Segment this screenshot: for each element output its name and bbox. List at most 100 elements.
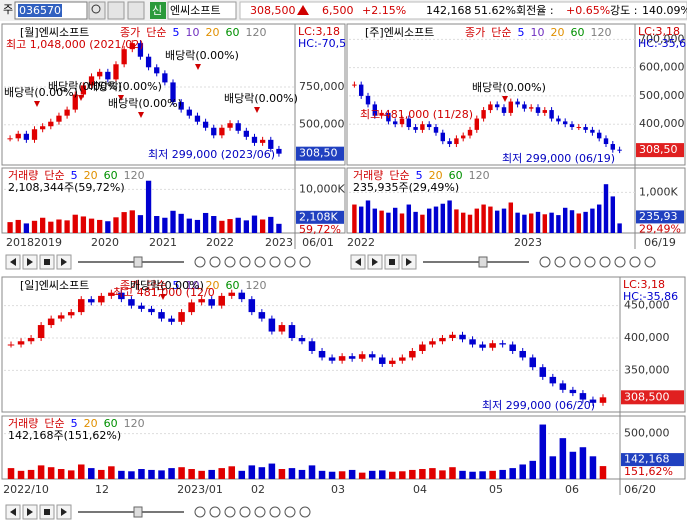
tool-icon[interactable]: [299, 256, 311, 268]
candle: [148, 308, 155, 313]
tool-icon[interactable]: [629, 256, 641, 268]
volume-bar: [118, 470, 125, 479]
hc-label: HC:-70,5: [298, 37, 346, 50]
volume-bar: [15, 219, 21, 233]
tool-icon[interactable]: [254, 256, 266, 268]
tool-icon[interactable]: [224, 256, 236, 268]
low-label: 최저 299,000 (06/20): [482, 399, 595, 412]
tool-icon[interactable]: [284, 506, 296, 518]
volume-bar: [569, 210, 575, 233]
volume-bar: [358, 206, 364, 233]
volume-legend-item: 20: [429, 169, 443, 182]
sound-button[interactable]: [107, 1, 125, 20]
tool-icon[interactable]: [539, 256, 551, 268]
candle: [258, 312, 266, 319]
volume-bar: [23, 223, 30, 233]
volume-bar: [549, 212, 554, 233]
nav-icon: [10, 508, 16, 516]
candle: [188, 302, 195, 313]
volume-bar: [258, 467, 266, 479]
nav-thumb[interactable]: [133, 506, 143, 518]
candle: [509, 344, 516, 351]
candle: [590, 129, 595, 133]
tool-icon[interactable]: [209, 506, 221, 518]
candle: [399, 357, 406, 361]
candle: [449, 334, 456, 339]
x-label: 2022: [206, 236, 234, 249]
quote-box: [239, 1, 687, 20]
candle: [392, 121, 398, 125]
volume-legend-item: 20: [84, 169, 98, 182]
candle: [358, 84, 364, 96]
nav-thumb[interactable]: [478, 256, 488, 268]
tool-icon[interactable]: [269, 256, 281, 268]
volume-bar: [429, 468, 436, 479]
volume-bar: [413, 211, 418, 233]
volume-legend-item: 거래량: [8, 417, 38, 430]
volume-bar: [499, 469, 506, 479]
price-tag-bg: [636, 143, 684, 158]
candle: [549, 376, 557, 384]
volume-info: 142,168주(151,62%): [8, 429, 121, 442]
tool-icon[interactable]: [224, 506, 236, 518]
x-label: 2020: [91, 236, 119, 249]
volume-bar: [603, 184, 609, 233]
volume-bar: [474, 208, 480, 233]
search-button[interactable]: [88, 1, 106, 20]
volume-bar: [460, 212, 466, 233]
volume-bar: [562, 207, 568, 233]
candle: [576, 127, 582, 129]
code[interactable]: 036570: [19, 4, 61, 17]
volume-legend-item: 120: [124, 417, 145, 430]
tool-icon[interactable]: [254, 506, 266, 518]
candle: [162, 73, 168, 83]
candle: [420, 124, 425, 130]
tool-icon[interactable]: [599, 256, 611, 268]
lc-label: LC:3,18: [638, 25, 680, 38]
volume-bar: [433, 206, 439, 233]
candle: [378, 357, 386, 364]
prev-button[interactable]: [127, 1, 145, 20]
candle: [529, 357, 537, 368]
tool-icon[interactable]: [299, 506, 311, 518]
tool-icon[interactable]: [569, 256, 581, 268]
tool-icon[interactable]: [644, 256, 656, 268]
candle: [338, 356, 346, 361]
volume-bar: [515, 212, 520, 233]
x-label: 06/20: [624, 483, 656, 496]
dividend-label: 배당락(0.00%): [130, 279, 204, 292]
tool-icon[interactable]: [269, 506, 281, 518]
candle: [137, 43, 144, 57]
tool-icon[interactable]: [239, 506, 251, 518]
dividend-label: 배당락(0.00%): [165, 49, 239, 62]
tool-icon[interactable]: [194, 256, 206, 268]
tool-icon[interactable]: [614, 256, 626, 268]
nav-thumb[interactable]: [133, 256, 143, 268]
volume-legend-item: 5: [71, 417, 78, 430]
tool-icon[interactable]: [239, 256, 251, 268]
candle: [481, 110, 486, 119]
candle: [474, 118, 480, 130]
candle: [80, 85, 87, 95]
candle: [569, 124, 575, 128]
candle: [528, 107, 534, 109]
candle: [559, 383, 567, 390]
volume-bar: [251, 215, 258, 233]
volume-bar: [559, 438, 567, 479]
candle: [596, 132, 602, 139]
volume-bar: [469, 471, 476, 479]
x-label: 06: [565, 483, 579, 496]
tool-icon[interactable]: [194, 506, 206, 518]
tool-icon[interactable]: [284, 256, 296, 268]
tool-icon[interactable]: [209, 256, 221, 268]
volume-legend-item: 20: [84, 417, 98, 430]
tool-icon[interactable]: [584, 256, 596, 268]
volume-bar: [440, 203, 446, 233]
tool-icon[interactable]: [554, 256, 566, 268]
price-tag: 308,50: [639, 143, 678, 156]
candle: [469, 339, 476, 345]
volume-bar: [268, 463, 276, 479]
candle: [243, 130, 249, 137]
candle: [31, 129, 38, 140]
x-label: 02: [251, 483, 265, 496]
